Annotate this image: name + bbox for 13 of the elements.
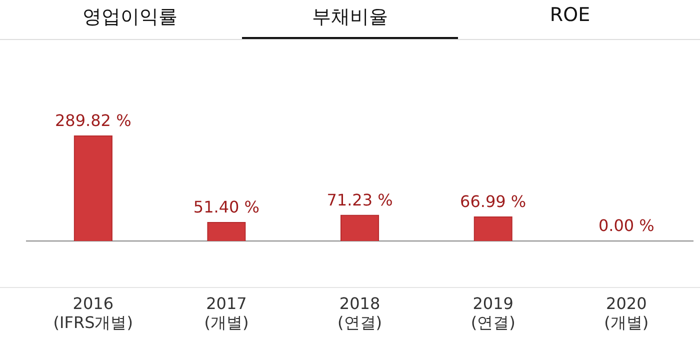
data-label: 289.82 % (55, 110, 132, 130)
x-tick-label: 2020 (개별) (604, 294, 649, 332)
x-tick-label: 2019 (연결) (470, 294, 516, 332)
x-tick-label: 2017 (개별) (204, 294, 249, 332)
x-tick-label: 2018 (연결) (338, 294, 382, 332)
text: ROE (548, 4, 592, 26)
x-tick-label: 2016 (IFRS개별) (53, 294, 133, 332)
chart-title: 부채비율 (311, 5, 389, 30)
data-label: 71.23 % (326, 190, 393, 210)
data-label: 0.00 % (598, 216, 654, 236)
text: 영업이익률 (82, 5, 178, 30)
data-label: 51.40 % (193, 197, 260, 216)
data-label: 66.99 % (460, 192, 526, 211)
